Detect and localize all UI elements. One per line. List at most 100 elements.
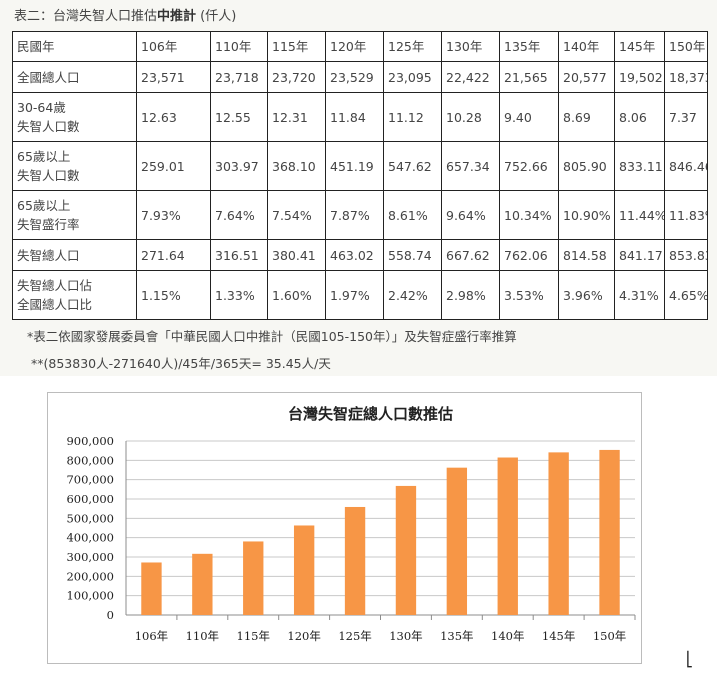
table-cell: 12.55 xyxy=(210,92,268,142)
row-label-line: 失智人口數 xyxy=(17,168,80,183)
x-tick-label: 106年 xyxy=(135,629,168,643)
table-cell: 7.93% xyxy=(136,190,211,240)
table-cell: 4.31% xyxy=(614,270,665,320)
y-tick-label: 200,000 xyxy=(66,569,114,583)
table-cell: 752.66 xyxy=(499,141,559,191)
caption-suffix: (仟人) xyxy=(196,9,237,24)
table-cell: 7.64% xyxy=(210,190,268,240)
table-row: 失智總人口佔 全國總人口比 1.15% 1.33% 1.60% 1.97% 2.42% 2.9… xyxy=(12,270,708,320)
table-cell: 23,718 xyxy=(210,61,268,93)
row-label-line: 失智人口數 xyxy=(17,119,80,134)
header-cell: 150年 xyxy=(664,31,708,62)
header-cell: 130年 xyxy=(441,31,500,62)
row-label-line: 65歲以上 xyxy=(17,149,71,164)
table-cell: 2.42% xyxy=(383,270,442,320)
table-cell: 7.54% xyxy=(267,190,326,240)
table-cell: 10.90% xyxy=(558,190,615,240)
row-label-line: 失智總人口佔 xyxy=(17,278,93,293)
table-cell: 21,565 xyxy=(499,61,559,93)
y-tick-label: 300,000 xyxy=(66,550,114,564)
row-label-line: 30-64歲 xyxy=(17,100,66,115)
header-cell: 民國年 xyxy=(12,31,137,62)
table-cell: 805.90 xyxy=(558,141,615,191)
header-cell: 140年 xyxy=(558,31,615,62)
y-tick-label: 500,000 xyxy=(66,511,114,525)
table-cell: 10.28 xyxy=(441,92,500,142)
x-tick-label: 150年 xyxy=(593,629,626,643)
table-cell: 1.97% xyxy=(325,270,384,320)
table-cell: 841.17 xyxy=(614,239,665,271)
x-tick-label: 130年 xyxy=(389,629,422,643)
table-cell: 833.11 xyxy=(614,141,665,191)
table-cell: 558.74 xyxy=(383,239,442,271)
header-cell: 135年 xyxy=(499,31,559,62)
table-cell: 1.60% xyxy=(267,270,326,320)
table-cell: 380.41 xyxy=(267,239,326,271)
table-cell: 762.06 xyxy=(499,239,559,271)
table-cell: 4.65% xyxy=(664,270,708,320)
row-label: 65歲以上失智盛行率 xyxy=(12,190,137,240)
table-cell: 10.34% xyxy=(499,190,559,240)
table-cell: 1.33% xyxy=(210,270,268,320)
table-cell: 23,720 xyxy=(267,61,326,93)
table-cell: 7.87% xyxy=(325,190,384,240)
row-label: 30-64歲 失智人口數 xyxy=(12,92,137,142)
row-label-line: 65歲以上 xyxy=(17,198,71,213)
y-tick-label: 0 xyxy=(107,608,114,622)
table-cell: 20,577 xyxy=(558,61,615,93)
x-tick-label: 140年 xyxy=(491,629,524,643)
row-label: 失智總人口 xyxy=(12,239,137,271)
table-cell: 814.58 xyxy=(558,239,615,271)
table-cell: 547.62 xyxy=(383,141,442,191)
row-label-line: 全國總人口比 xyxy=(17,297,93,312)
table-cell: 23,095 xyxy=(383,61,442,93)
caption-prefix: 表二：台灣失智人口推估 xyxy=(14,9,158,24)
table-cell: 18,373 xyxy=(664,61,708,93)
table-cell: 316.51 xyxy=(210,239,268,271)
x-tick-label: 125年 xyxy=(338,629,371,643)
bar xyxy=(344,506,366,615)
table-cell: 22,422 xyxy=(441,61,500,93)
bar xyxy=(395,485,417,615)
bar xyxy=(293,525,315,615)
x-tick-label: 135年 xyxy=(440,629,473,643)
table-cell: 19,502 xyxy=(614,61,665,93)
header-cell: 106年 xyxy=(136,31,211,62)
table-cell: 259.01 xyxy=(136,141,211,191)
header-cell: 120年 xyxy=(325,31,384,62)
table-cell: 11.44% xyxy=(614,190,665,240)
bar xyxy=(243,541,264,615)
header-cell: 125年 xyxy=(383,31,442,62)
table-cell: 11.12 xyxy=(383,92,442,142)
table-cell: 853.83 xyxy=(664,239,708,271)
x-tick-label: 120年 xyxy=(287,629,320,643)
header-cell: 115年 xyxy=(267,31,326,62)
table-cell: 303.97 xyxy=(210,141,268,191)
table-row: 65歲以上 失智盛行率 7.93% 7.64% 7.54% 7.87% 8.61% 9.64%… xyxy=(12,190,708,240)
table-cell: 657.34 xyxy=(441,141,500,191)
source-note: *表二依國家發展委員會「中華民國人口中推計（民國105-150年）」及失智症盛行… xyxy=(27,329,517,344)
table-cell: 846.46 xyxy=(664,141,708,191)
table-cell: 271.64 xyxy=(136,239,211,271)
row-label-line: 失智盛行率 xyxy=(17,217,80,232)
bar-chart: 台灣失智症總人口數推估 0 100,000 200,000 300,000 400,000… xyxy=(47,392,642,664)
bar xyxy=(599,449,620,615)
bar xyxy=(497,457,518,615)
bar-chart-svg: 台灣失智症總人口數推估 0 100,000 200,000 300,000 400,000… xyxy=(66,405,636,643)
y-tick-label: 700,000 xyxy=(66,473,114,487)
row-label: 全國總人口 xyxy=(12,61,137,93)
bar xyxy=(446,467,468,615)
table-cell: 8.61% xyxy=(383,190,442,240)
table-cell: 3.53% xyxy=(499,270,559,320)
y-tick-label: 800,000 xyxy=(66,453,114,467)
table-cell: 667.62 xyxy=(441,239,500,271)
y-tick-label: 900,000 xyxy=(66,434,114,448)
table-row: 65歲以上 失智人口數 259.01 303.97 368.10 451.19 547.62… xyxy=(12,141,708,191)
header-cell: 110年 xyxy=(210,31,268,62)
table-cell: 463.02 xyxy=(325,239,384,271)
row-label: 失智總人口佔 全國總人口比 xyxy=(12,270,137,320)
table-header-row: 民國年 106年 110年 115年 120年 125年 130年 135年 140年 145年 1… xyxy=(12,31,708,62)
formula-note: **(853830人-271640人)/45年/365天= 35.45人/天 xyxy=(31,356,331,371)
row-label-line: 全國總人口 xyxy=(17,69,80,85)
x-tick-label: 115年 xyxy=(237,629,270,643)
